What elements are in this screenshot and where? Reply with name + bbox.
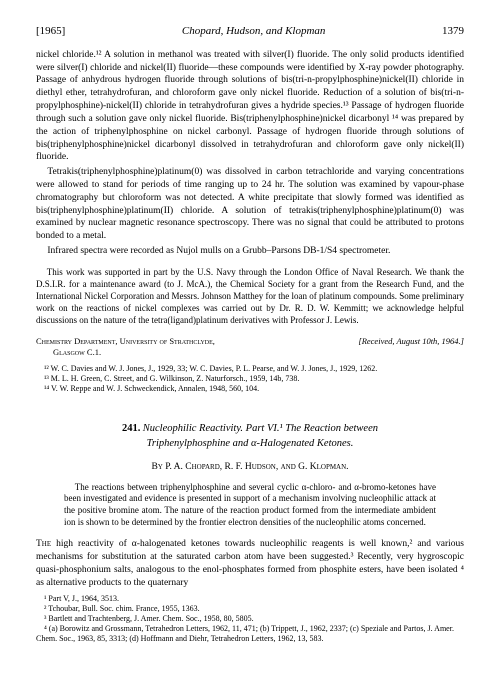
article-title-block: 241. Nucleophilic Reactivity. Part VI.¹ … <box>36 422 464 450</box>
affiliation-block: Chemistry Department, University of Stra… <box>36 336 464 359</box>
references-block: ¹² W. C. Davies and W. J. Jones, J., 192… <box>36 364 464 394</box>
acknowledgment: This work was supported in part by the U… <box>36 266 464 327</box>
header-pageno: 1379 <box>442 24 464 39</box>
ref-14: ¹⁴ V. W. Reppe and W. J. Schweckendick, … <box>36 384 464 394</box>
article-number: 241. <box>122 423 140 434</box>
affiliation-line1: Chemistry Department, University of Stra… <box>36 336 215 347</box>
footnote-2: ² Tchoubar, Bull. Soc. chim. France, 195… <box>36 604 464 614</box>
article-abstract: The reactions between triphenylphosphine… <box>64 482 436 529</box>
article-title-line2: Triphenylphosphine and α-Halogenated Ket… <box>147 438 354 449</box>
page: [1965] Chopard, Hudson, and Klopman 1379… <box>0 0 500 674</box>
paragraph-1: nickel chloride.¹² A solution in methano… <box>36 49 464 164</box>
paragraph-3: Infrared spectra were recorded as Nujol … <box>36 245 464 258</box>
header-authors: Chopard, Hudson, and Klopman <box>182 24 326 39</box>
affiliation-line2: Glasgow C.1. <box>36 347 215 358</box>
intro-text: high reactivity of α-halogenated ketones… <box>36 539 464 587</box>
affiliation-left: Chemistry Department, University of Stra… <box>36 336 215 359</box>
ref-13: ¹³ M. L. H. Green, C. Street, and G. Wil… <box>36 374 464 384</box>
article-authors: By P. A. Chopard, R. F. Hudson, and G. K… <box>36 461 464 474</box>
ref-12: ¹² W. C. Davies and W. J. Jones, J., 192… <box>36 364 464 374</box>
footnote-4: ⁴ (a) Borowitz and Grossmann, Tetrahedro… <box>36 624 464 644</box>
page-header: [1965] Chopard, Hudson, and Klopman 1379 <box>36 24 464 39</box>
article-intro: The high reactivity of α-halogenated ket… <box>36 538 464 589</box>
paragraph-2: Tetrakis(triphenylphosphine)platinum(0) … <box>36 166 464 243</box>
header-year: [1965] <box>36 24 65 39</box>
article-title-line1: Nucleophilic Reactivity. Part VI.¹ The R… <box>143 423 378 434</box>
footnote-1: ¹ Part V, J., 1964, 3513. <box>36 594 464 604</box>
footnote-3: ³ Bartlett and Trachtenberg, J. Amer. Ch… <box>36 614 464 624</box>
footnotes-block: ¹ Part V, J., 1964, 3513. ² Tchoubar, Bu… <box>36 594 464 644</box>
received-date: [Received, August 10th, 1964.] <box>358 336 464 359</box>
